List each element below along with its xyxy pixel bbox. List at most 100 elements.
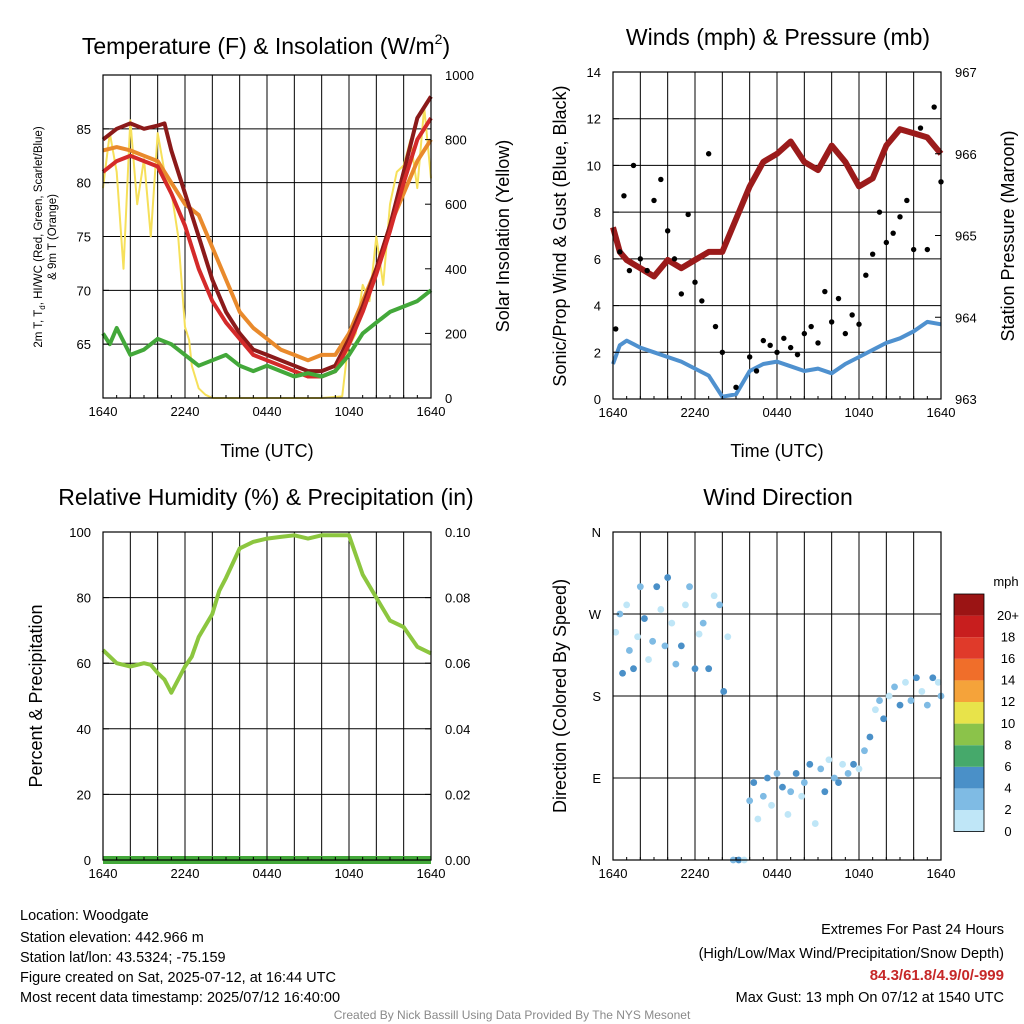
direction-point bbox=[672, 660, 680, 668]
direction-point bbox=[630, 665, 637, 673]
y-tick-label: 0 bbox=[594, 392, 601, 407]
y-tick-label: 8 bbox=[594, 205, 601, 220]
gust-point bbox=[904, 197, 910, 204]
gust-point bbox=[863, 272, 869, 278]
x-tick-label: 1040 bbox=[335, 866, 364, 881]
extremes-subtitle: (High/Low/Max Wind/Precipitation/Snow De… bbox=[699, 946, 1004, 962]
y2-tick-label: 1000 bbox=[445, 68, 474, 83]
y-tick-label: 14 bbox=[587, 65, 601, 80]
y2-tick-label: 967 bbox=[955, 65, 977, 80]
direction-point bbox=[839, 760, 846, 768]
legend-swatch bbox=[954, 766, 984, 789]
wind-y-axis-label: Sonic/Prop Wind & Gust (Blue, Black) bbox=[550, 85, 570, 386]
y-tick-label: 6 bbox=[594, 252, 601, 267]
x-tick-label: 0440 bbox=[253, 866, 282, 881]
direction-point bbox=[754, 815, 762, 823]
gust-point bbox=[924, 246, 931, 253]
direction-point bbox=[657, 606, 665, 613]
y2-tick-label: 0.00 bbox=[445, 853, 470, 868]
extremes-values: 84.3/61.8/4.9/0/-999 bbox=[870, 967, 1004, 984]
legend-swatch bbox=[954, 594, 984, 616]
direction-point bbox=[792, 770, 800, 777]
gust-point bbox=[842, 330, 849, 337]
x-tick-label: 2240 bbox=[681, 866, 710, 881]
location-text: Location: Woodgate bbox=[20, 908, 149, 924]
x-tick-label: 1640 bbox=[927, 866, 956, 881]
gust-point bbox=[883, 239, 890, 246]
direction-point bbox=[612, 628, 620, 636]
y2-tick-label: 400 bbox=[445, 262, 467, 277]
direction-point bbox=[861, 747, 868, 755]
gust-point bbox=[671, 256, 678, 262]
rh-chart-title: Relative Humidity (%) & Precipitation (i… bbox=[58, 484, 473, 510]
gust-point bbox=[890, 230, 896, 236]
direction-point bbox=[634, 633, 641, 641]
gust-point bbox=[613, 326, 619, 332]
gust-point bbox=[692, 279, 698, 285]
wind-y2-axis-label: Station Pressure (Maroon) bbox=[998, 130, 1018, 341]
gust-point bbox=[828, 319, 835, 325]
x-tick-label: 1640 bbox=[417, 404, 446, 419]
y2-tick-label: 0.10 bbox=[445, 525, 470, 540]
gust-point bbox=[699, 298, 705, 304]
x-tick-label: 1640 bbox=[89, 404, 118, 419]
y2-tick-label: 0.04 bbox=[445, 722, 470, 737]
direction-point bbox=[649, 637, 657, 645]
direction-y-axis-label: Direction (Colored By Speed) bbox=[550, 579, 570, 813]
y-tick-label: 75 bbox=[77, 230, 91, 245]
y2-tick-label: 966 bbox=[955, 147, 977, 162]
direction-point bbox=[695, 630, 703, 638]
legend-swatch bbox=[954, 680, 984, 702]
credit-text: Created By Nick Bassill Using Data Provi… bbox=[334, 1008, 691, 1022]
gust-point bbox=[637, 256, 644, 262]
x-tick-label: 1640 bbox=[417, 866, 446, 881]
legend-swatch bbox=[954, 658, 984, 681]
direction-point bbox=[710, 592, 718, 600]
x-tick-label: 0440 bbox=[253, 404, 282, 419]
gust-point bbox=[876, 209, 883, 215]
legend-label: 16 bbox=[1001, 651, 1015, 666]
gust-point bbox=[760, 337, 767, 344]
temp-x-axis-label: Time (UTC) bbox=[220, 441, 313, 461]
direction-point bbox=[668, 619, 676, 627]
direction-point bbox=[835, 779, 842, 786]
gust-point bbox=[849, 312, 855, 318]
gust-point bbox=[917, 125, 924, 131]
y-tick-label: 12 bbox=[587, 112, 601, 127]
y2-tick-label: 600 bbox=[445, 197, 467, 212]
y2-tick-label: 964 bbox=[955, 310, 977, 325]
gust-point bbox=[794, 351, 801, 358]
y-tick-label: E bbox=[592, 771, 601, 786]
direction-point bbox=[699, 619, 707, 627]
gust-point bbox=[626, 267, 633, 274]
direction-point bbox=[705, 665, 713, 673]
series-line-rh bbox=[101, 533, 432, 695]
direction-point bbox=[768, 801, 775, 809]
legend-swatch bbox=[954, 788, 984, 810]
direction-point bbox=[855, 765, 863, 773]
legend-label: 14 bbox=[1001, 673, 1015, 688]
y-tick-label: 70 bbox=[77, 283, 91, 298]
gust-point bbox=[664, 228, 671, 234]
temp-chart-title: Temperature (F) & Insolation (W/m2) bbox=[82, 31, 450, 59]
direction-point bbox=[876, 697, 883, 704]
direction-point bbox=[686, 583, 693, 591]
direction-point bbox=[918, 688, 926, 695]
gust-point bbox=[746, 354, 753, 360]
direction-point bbox=[779, 783, 786, 791]
gust-point bbox=[733, 384, 739, 391]
y2-tick-label: 200 bbox=[445, 326, 467, 341]
y2-tick-label: 0 bbox=[445, 391, 452, 406]
gust-point bbox=[869, 251, 876, 257]
direction-point bbox=[896, 701, 904, 709]
gust-point bbox=[897, 214, 903, 220]
x-tick-label: 1040 bbox=[845, 866, 874, 881]
direction-point bbox=[934, 678, 942, 686]
series-line-4 bbox=[101, 288, 433, 379]
y-tick-label: N bbox=[592, 853, 601, 868]
direction-point bbox=[773, 770, 781, 777]
gust-point bbox=[685, 211, 691, 218]
direction-panel: Wind Direction 1640 2240 0440 1040 1640NESWN… bbox=[550, 484, 1019, 881]
y2-tick-label: 800 bbox=[445, 133, 467, 148]
legend-label: 4 bbox=[1004, 781, 1011, 796]
